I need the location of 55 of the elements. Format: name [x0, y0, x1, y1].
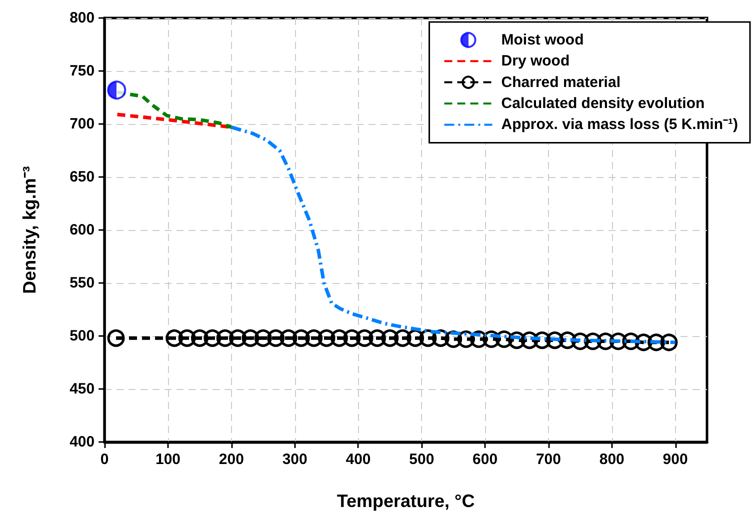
point [660, 334, 678, 352]
point [229, 329, 247, 347]
y-tick-label: 600 [70, 222, 95, 238]
point [457, 330, 475, 348]
x-tick-label: 400 [346, 451, 371, 468]
point [216, 329, 234, 347]
point [107, 80, 126, 100]
x-tick-label: 500 [409, 451, 434, 468]
x-tick-label: 700 [536, 451, 561, 468]
point [571, 332, 589, 350]
legend-label: Approx. via mass loss (5 K.min⁻¹) [501, 116, 738, 134]
y-axis-title: Density, kg.m⁻³ [20, 166, 40, 294]
x-tick-label: 200 [218, 451, 244, 468]
y-tick-label: 400 [70, 434, 95, 450]
point [204, 329, 222, 347]
point [107, 329, 125, 347]
point [267, 329, 285, 347]
y-tick-label: 800 [70, 10, 95, 26]
x-tick-label: 600 [472, 451, 498, 468]
point [508, 331, 526, 349]
point [190, 329, 208, 347]
x-axis-title: Temperature, °C [336, 491, 475, 511]
y-tick-label: 650 [70, 168, 95, 186]
legend-label: Moist wood [501, 32, 584, 48]
point [368, 329, 386, 347]
point [305, 329, 323, 347]
y-tick-label: 700 [70, 116, 95, 132]
point [546, 331, 564, 349]
point [292, 329, 310, 347]
point [406, 329, 424, 347]
point [280, 329, 298, 347]
y-tick-label: 750 [70, 62, 95, 80]
y-tick-label: 550 [70, 274, 95, 292]
point [356, 329, 374, 347]
point [178, 329, 196, 347]
point [254, 329, 272, 347]
point [648, 334, 666, 352]
x-tick-label: 300 [282, 451, 308, 468]
x-tick-label: 0 [100, 451, 109, 468]
legend-label: Calculated density evolution [501, 95, 705, 112]
x-tick-label: 900 [662, 451, 688, 468]
legend-label: Dry wood [501, 52, 570, 70]
point [394, 329, 412, 347]
point [318, 329, 336, 347]
x-tick-label: 100 [155, 451, 181, 468]
legend-label: Charred material [501, 74, 620, 91]
y-tick-label: 500 [70, 328, 95, 344]
y-tick-label: 450 [70, 380, 95, 398]
point [381, 329, 399, 347]
point [343, 329, 361, 347]
x-tick-label: 800 [599, 451, 624, 468]
point [533, 331, 551, 349]
point [330, 329, 348, 347]
point [242, 329, 260, 347]
point [166, 329, 184, 347]
